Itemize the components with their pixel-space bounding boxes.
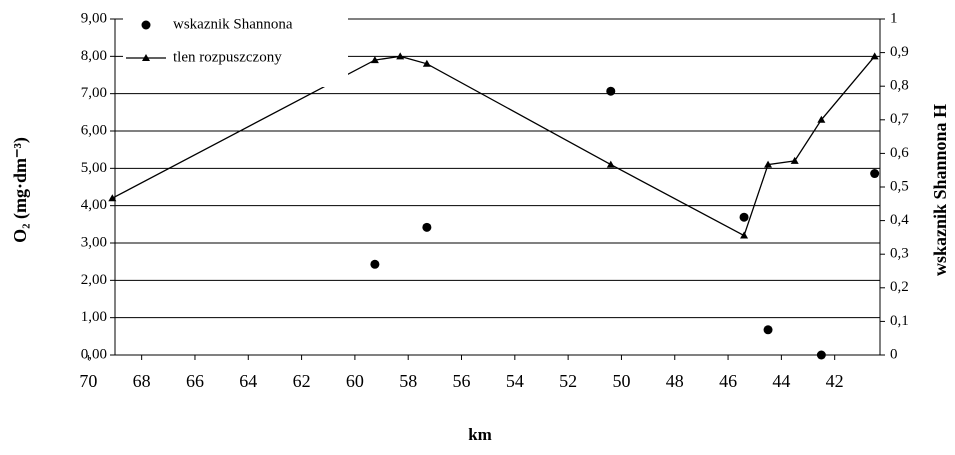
y-tick-label: 7,00: [81, 85, 107, 101]
legend-marker: [142, 54, 150, 61]
y-tick-label: 8,00: [81, 48, 107, 64]
y2-tick-label: 0,2: [890, 279, 909, 295]
triangle-marker: [790, 156, 799, 164]
y-tick-label: 0,00: [81, 346, 107, 362]
triangle-marker: [764, 160, 773, 168]
triangle-marker: [740, 231, 749, 239]
y-tick-label: 9,00: [81, 10, 107, 26]
x-tick-label: 62: [293, 371, 311, 391]
y-axis-label: O₂ (mg·dm⁻³): [10, 137, 31, 243]
x-tick-label: 52: [559, 371, 577, 391]
y2-axis-label: wskaznik Shannona H: [930, 104, 950, 276]
y2-tick-label: 0: [890, 346, 898, 362]
dot-marker: [606, 86, 616, 96]
triangle-marker: [370, 56, 379, 64]
x-tick-label: 54: [506, 371, 524, 391]
triangle-marker: [870, 52, 879, 60]
x-tick-label: 46: [719, 371, 737, 391]
legend-marker: [141, 20, 151, 30]
legend-box: [123, 5, 348, 87]
dot-marker: [870, 169, 880, 179]
series-line: [112, 55, 876, 237]
dot-marker: [739, 212, 749, 222]
y2-tick-label: 0,3: [890, 246, 909, 262]
x-tick-label: 66: [186, 371, 204, 391]
dot-marker: [370, 259, 380, 269]
dot-marker: [763, 325, 773, 335]
legend-label: tlen rozpuszczony: [173, 49, 282, 65]
y-tick-label: 6,00: [81, 122, 107, 138]
legend-label: wskaznik Shannona: [173, 16, 293, 32]
y2-tick-label: 0,9: [890, 44, 909, 60]
x-tick-label: 56: [453, 371, 471, 391]
dot-marker: [816, 350, 826, 360]
y2-tick-label: 1: [890, 10, 898, 26]
y2-tick-label: 0,6: [890, 145, 909, 161]
triangle-marker: [606, 160, 615, 168]
y2-tick-label: 0,5: [890, 178, 909, 194]
triangle-marker: [108, 194, 117, 202]
y2-tick-label: 0,1: [890, 313, 909, 329]
y2-tick-label: 0,8: [890, 78, 909, 94]
x-tick-label: 68: [133, 371, 151, 391]
x-tick-label: 70: [79, 371, 97, 391]
y-tick-label: 3,00: [81, 234, 107, 250]
y-tick-label: 4,00: [81, 197, 107, 213]
triangle-marker: [422, 59, 431, 67]
x-tick-label: 42: [826, 371, 844, 391]
dot-marker: [422, 222, 432, 232]
y2-tick-label: 0,4: [890, 212, 909, 228]
x-tick-label: 50: [612, 371, 630, 391]
x-tick-label: 44: [772, 371, 790, 391]
x-axis-label: km: [468, 425, 492, 444]
y-tick-label: 5,00: [81, 160, 107, 176]
x-tick-label: 60: [346, 371, 364, 391]
y2-tick-label: 0,7: [890, 111, 909, 127]
triangle-marker: [396, 52, 405, 60]
y-tick-label: 1,00: [81, 309, 107, 325]
x-tick-label: 48: [666, 371, 684, 391]
triangle-marker: [817, 115, 826, 123]
x-tick-label: 64: [239, 371, 257, 391]
y-tick-label: 2,00: [81, 272, 107, 288]
x-tick-label: 58: [399, 371, 417, 391]
